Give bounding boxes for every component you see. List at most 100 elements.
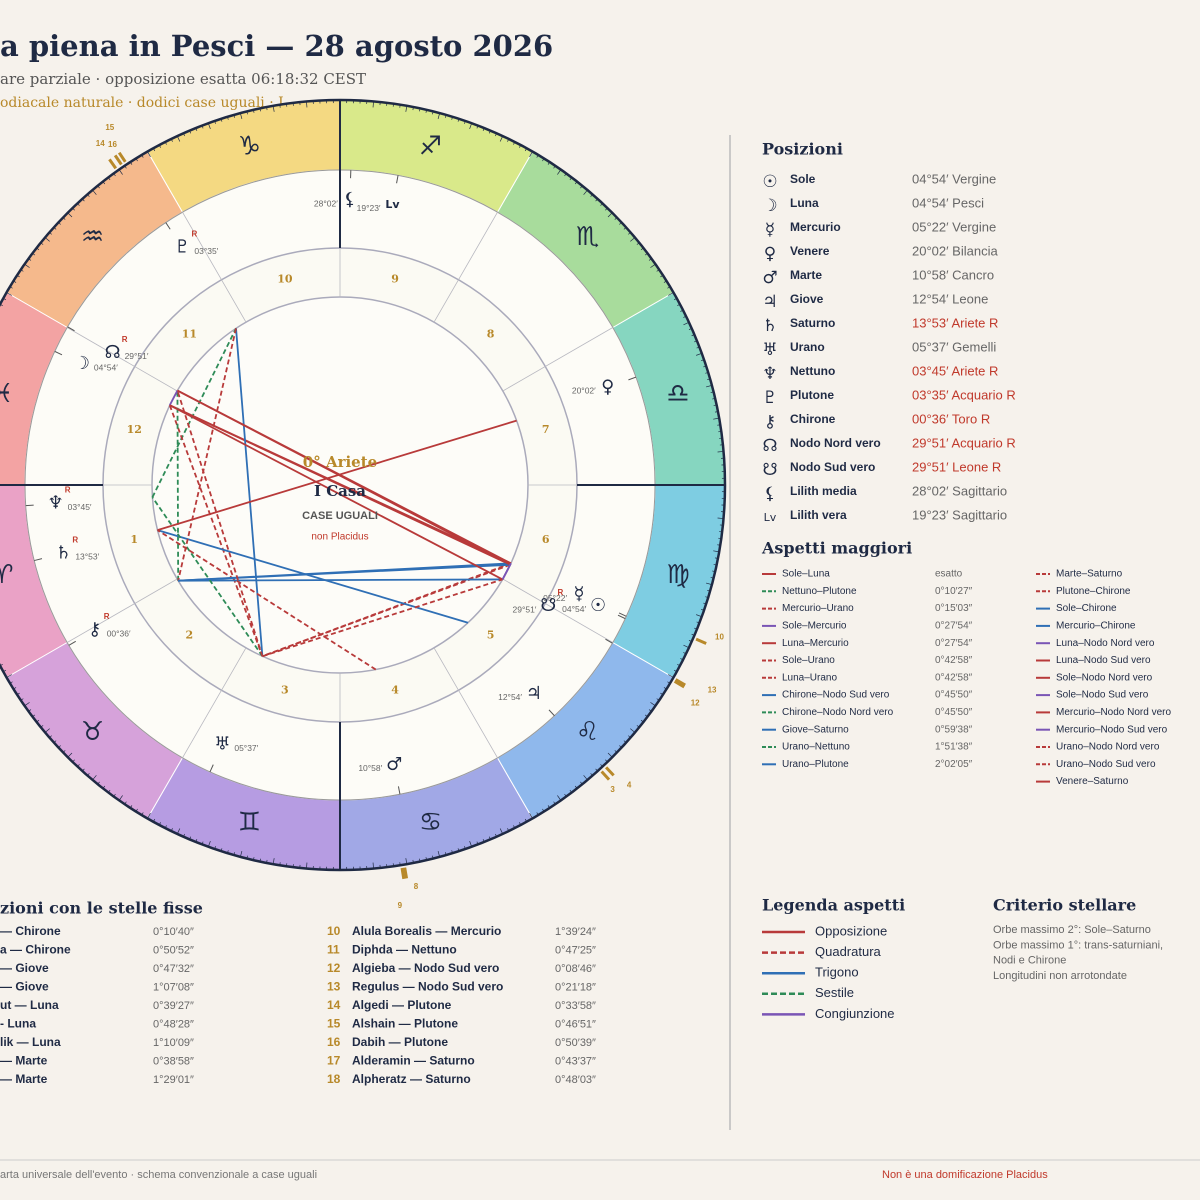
degree-tick xyxy=(630,728,636,733)
aspect-orb: 0°45′50″ xyxy=(935,690,973,701)
degree-tick xyxy=(9,286,13,289)
list-position: 04°54′ Vergine xyxy=(912,171,996,186)
degree-tick xyxy=(524,148,527,152)
list-name: Nodo Nord vero xyxy=(790,436,881,450)
aspect-label: Luna–Urano xyxy=(782,672,837,683)
degree-tick xyxy=(240,113,243,120)
degree-tick xyxy=(189,130,192,134)
planet-degree: 00°36′ xyxy=(107,628,131,638)
degree-tick xyxy=(102,785,106,789)
degree-tick xyxy=(557,169,562,175)
degree-tick xyxy=(158,822,161,826)
degree-tick xyxy=(696,346,700,349)
aspect-label: Luna–Mercurio xyxy=(782,638,849,649)
legend-label: Sestile xyxy=(815,985,854,1000)
degree-tick xyxy=(118,169,123,175)
planet-glyph: ♂ xyxy=(386,754,402,775)
degree-tick xyxy=(425,109,427,113)
planet-degree: 05°37′ xyxy=(234,743,258,753)
planet-tick xyxy=(34,558,43,562)
degree-tick xyxy=(201,125,204,129)
aspect-orb: 0°27′54″ xyxy=(935,638,973,649)
house-number: 9 xyxy=(391,272,399,285)
star-orb: 0°10′40″ xyxy=(153,926,194,938)
aspect-label: Mercurio–Nodo Sud vero xyxy=(1056,724,1168,735)
degree-tick xyxy=(77,203,80,206)
degree-tick xyxy=(62,750,66,753)
house-cusp xyxy=(433,212,498,323)
degree-tick xyxy=(499,828,504,835)
degree-tick xyxy=(513,825,516,829)
degree-tick xyxy=(372,101,374,108)
star-orb: 0°38′58″ xyxy=(153,1055,194,1067)
list-name: Chirone xyxy=(790,412,836,426)
star-marker xyxy=(605,766,615,777)
star-name: — Marte xyxy=(0,1054,48,1068)
house-number: 8 xyxy=(487,327,495,340)
degree-tick xyxy=(40,242,44,245)
degree-tick xyxy=(619,745,622,748)
degree-tick xyxy=(482,839,485,843)
list-name: Sole xyxy=(790,172,816,186)
degree-tick xyxy=(135,808,138,812)
degree-tick xyxy=(574,181,578,185)
planet-degree: 19°23′ xyxy=(357,203,381,213)
degree-tick xyxy=(437,113,440,120)
aspect-line xyxy=(169,404,503,581)
planet-degree: 04°54′ xyxy=(562,604,586,614)
degree-tick xyxy=(564,173,567,177)
house-number: 1 xyxy=(130,533,138,546)
degree-tick xyxy=(623,740,627,743)
degree-tick xyxy=(703,602,707,605)
star-name: lik — Luna xyxy=(0,1035,61,1049)
list-glyph: ☽ xyxy=(762,196,777,216)
degree-tick xyxy=(24,263,30,268)
star-name: Alderamin — Saturno xyxy=(352,1054,475,1068)
degree-tick xyxy=(147,813,151,819)
aspect-label: Chirone–Nodo Nord vero xyxy=(782,707,894,718)
aspect-label: Urano–Nettuno xyxy=(782,742,850,753)
star-orb: 0°47′32″ xyxy=(153,963,194,975)
degree-tick xyxy=(644,253,648,256)
degree-tick xyxy=(694,340,698,343)
center-system: CASE UGUALI xyxy=(302,510,378,522)
degree-tick xyxy=(113,793,116,797)
planet-glyph: ♇ xyxy=(174,237,190,258)
degree-tick xyxy=(77,764,80,767)
degree-tick xyxy=(614,217,618,220)
degree-tick xyxy=(630,237,636,242)
planet-degree: 20°02′ xyxy=(572,386,596,396)
planet-degree: 29°51′ xyxy=(125,351,149,361)
degree-tick xyxy=(432,855,434,859)
aspect-line xyxy=(176,390,264,657)
planet-degree: 04°54′ xyxy=(94,362,118,372)
degree-tick xyxy=(170,828,173,832)
degree-tick xyxy=(72,207,75,211)
list-position: 29°51′ Acquario R xyxy=(912,435,1016,450)
list-glyph: ♀ xyxy=(764,244,776,264)
planet-glyph: ☽ xyxy=(74,353,90,374)
degree-tick xyxy=(92,189,97,195)
list-glyph: ☿ xyxy=(765,220,775,240)
list-glyph: ♆ xyxy=(762,364,777,384)
star-no: 11 xyxy=(327,943,340,957)
degree-tick xyxy=(495,133,497,137)
degree-tick xyxy=(507,828,510,832)
planet-degree: 29°51′ xyxy=(512,604,536,614)
degree-tick xyxy=(108,789,111,793)
sign-glyph: ♋ xyxy=(419,808,442,838)
degree-tick xyxy=(513,141,516,145)
degree-tick xyxy=(583,189,588,195)
degree-tick xyxy=(688,640,692,642)
degree-tick xyxy=(710,577,714,579)
star-marker xyxy=(600,770,611,781)
degree-tick xyxy=(696,621,700,624)
degree-tick xyxy=(153,818,156,822)
degree-tick xyxy=(40,725,44,728)
degree-tick xyxy=(3,669,7,672)
planet-tick xyxy=(397,786,401,795)
degree-tick xyxy=(53,227,57,230)
planet-glyph: ☊ xyxy=(105,342,121,363)
star-no: 18 xyxy=(327,1072,341,1086)
degree-tick xyxy=(207,123,211,129)
